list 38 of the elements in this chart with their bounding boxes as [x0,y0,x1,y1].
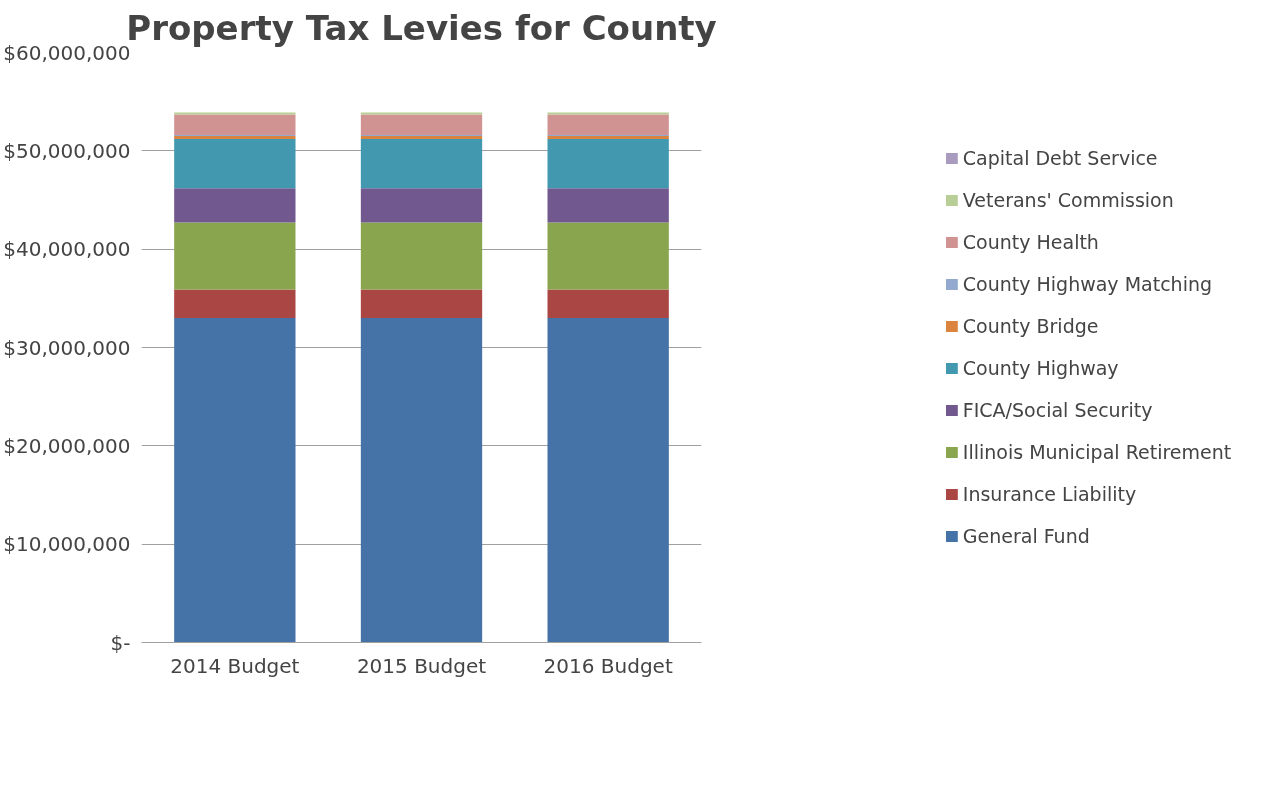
bar [174,222,296,290]
y-tick-label: $40,000,000 [3,237,131,262]
bar [174,289,296,318]
x-tick-label: 2016 Budget [543,653,673,678]
legend-label: County Health [962,231,1099,253]
y-tick-label: $60,000,000 [3,40,131,65]
x-tick-label: 2014 Budget [170,653,300,678]
legend-label: General Fund [962,525,1090,547]
y-tick-label: $20,000,000 [3,433,131,458]
bar [547,114,669,136]
bar [360,188,483,223]
bar [360,318,483,643]
bar [360,289,483,318]
legend-label: Illinois Municipal Retirement [962,441,1232,463]
legend-label: Veterans' Commission [962,189,1174,211]
legend-label: County Highway [962,357,1119,379]
bar [360,114,483,136]
y-tick-label: $30,000,000 [3,335,131,360]
x-tick-label: 2015 Budget [356,653,487,678]
bar [547,289,669,318]
y-tick-label: $- [110,630,131,655]
legend-label: County Bridge [962,315,1099,337]
bar [547,222,669,290]
bar [174,114,296,136]
bar [360,222,483,290]
bar [547,139,669,189]
bar [174,188,296,223]
bar [547,188,669,223]
y-tick-label: $10,000,000 [3,532,131,557]
bar [174,139,296,189]
legend-label: Capital Debt Service [962,147,1158,169]
legend-label: County Highway Matching [962,273,1213,295]
bar [174,318,296,643]
bar [547,318,669,643]
bar [360,139,483,189]
legend-label: FICA/Social Security [962,399,1153,421]
y-tick-label: $50,000,000 [3,138,131,163]
legend-label: Insurance Liability [962,483,1137,505]
